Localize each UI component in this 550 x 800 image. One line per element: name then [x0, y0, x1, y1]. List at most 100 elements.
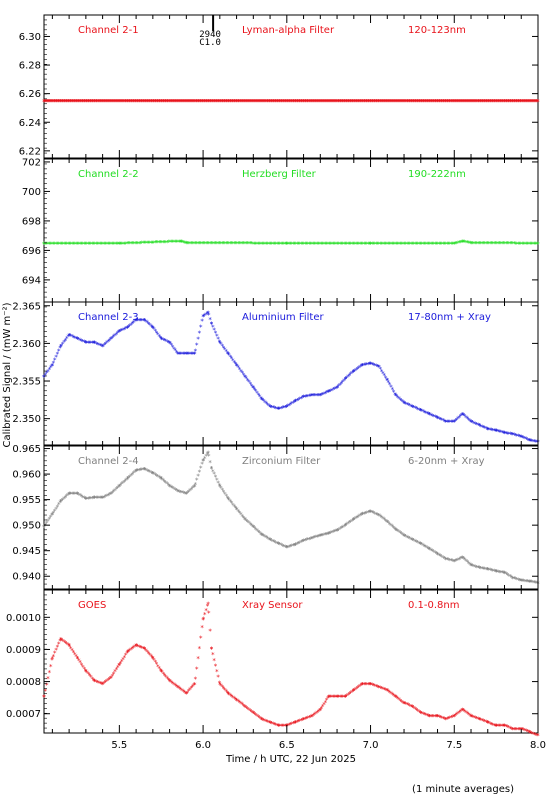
data-point: * [404, 98, 408, 106]
data-point: * [450, 418, 454, 426]
data-point: * [255, 527, 259, 535]
data-point: * [239, 98, 243, 106]
data-point: * [146, 320, 150, 328]
data-point: * [247, 98, 251, 106]
data-point: * [431, 98, 435, 106]
data-point: * [497, 98, 501, 106]
data-point: * [398, 98, 402, 106]
data-point: * [394, 98, 398, 106]
data-point: * [93, 495, 97, 503]
data-point: * [380, 98, 384, 106]
data-point: * [110, 489, 114, 497]
data-point: * [507, 98, 511, 106]
data-point: * [519, 433, 523, 441]
data-point: * [201, 313, 205, 321]
data-point: * [211, 468, 215, 476]
data-point: * [310, 713, 314, 721]
data-point: * [503, 98, 507, 106]
data-point: * [206, 450, 210, 458]
data-point: * [121, 98, 125, 106]
data-point: * [335, 98, 339, 106]
data-point: * [501, 98, 505, 106]
data-point: * [347, 241, 351, 249]
data-point: * [363, 361, 367, 369]
data-point: * [504, 430, 508, 438]
data-point: * [369, 361, 373, 369]
data-point: * [260, 98, 264, 106]
data-point: * [304, 98, 308, 106]
x-tick-label: 6.5 [279, 740, 295, 751]
data-point: * [480, 423, 484, 431]
data-point: * [440, 98, 444, 106]
data-point: * [83, 339, 87, 347]
data-point: * [242, 240, 246, 248]
data-point: * [392, 388, 396, 396]
data-point: * [321, 391, 325, 399]
data-point: * [487, 426, 491, 434]
data-point: * [260, 396, 264, 404]
data-point: * [47, 98, 51, 106]
data-point: * [109, 491, 113, 499]
data-point: * [173, 98, 177, 106]
data-point: * [455, 240, 459, 248]
data-point: * [67, 332, 71, 340]
data-point: * [406, 98, 410, 106]
data-point: * [161, 239, 165, 247]
data-point: * [225, 240, 229, 248]
data-point: * [429, 241, 433, 249]
data-point: * [330, 98, 334, 106]
data-point: * [78, 98, 82, 106]
data-point: * [373, 98, 377, 106]
data-point: * [250, 98, 254, 106]
data-point: * [336, 98, 340, 106]
y-tick-label: 6.26 [19, 89, 41, 100]
data-point: * [406, 98, 410, 106]
data-point: * [43, 241, 47, 249]
data-point: * [437, 241, 441, 249]
data-point: * [337, 241, 341, 249]
data-point: * [495, 428, 499, 436]
data-point: * [479, 240, 483, 248]
data-point: * [267, 240, 271, 248]
data-point: * [321, 98, 325, 106]
data-point: * [475, 98, 479, 106]
data-point: * [333, 386, 337, 394]
data-point: * [476, 422, 480, 430]
data-point: * [234, 697, 238, 705]
data-point: * [243, 373, 247, 381]
data-point: * [353, 98, 357, 106]
data-point: * [434, 241, 438, 249]
data-point: * [218, 339, 222, 347]
data-point: * [408, 402, 412, 410]
data-point: * [402, 241, 406, 249]
data-point: * [467, 98, 471, 106]
data-point: * [334, 241, 338, 249]
data-point: * [77, 336, 81, 344]
data-point: * [483, 98, 487, 106]
data-point: * [412, 98, 416, 106]
data-point: * [185, 98, 189, 106]
data-point: * [137, 98, 141, 106]
data-point: * [90, 98, 94, 106]
data-point: * [270, 98, 274, 106]
data-point: * [343, 376, 347, 384]
data-point: * [192, 351, 196, 359]
data-point: * [166, 98, 170, 106]
data-point: * [462, 98, 466, 106]
data-point: * [453, 98, 457, 106]
data-point: * [168, 98, 172, 106]
data-point: * [392, 241, 396, 249]
data-point: * [409, 241, 413, 249]
data-point: * [204, 453, 208, 461]
data-point: * [50, 655, 54, 663]
data-point: * [368, 508, 372, 516]
data-point: * [425, 98, 429, 106]
data-point: * [128, 323, 132, 331]
data-point: * [485, 426, 489, 434]
data-point: * [285, 403, 289, 411]
data-point: * [441, 98, 445, 106]
data-point: * [89, 495, 93, 503]
data-point: * [73, 98, 77, 106]
data-point: * [72, 98, 76, 106]
data-point: * [319, 98, 323, 106]
